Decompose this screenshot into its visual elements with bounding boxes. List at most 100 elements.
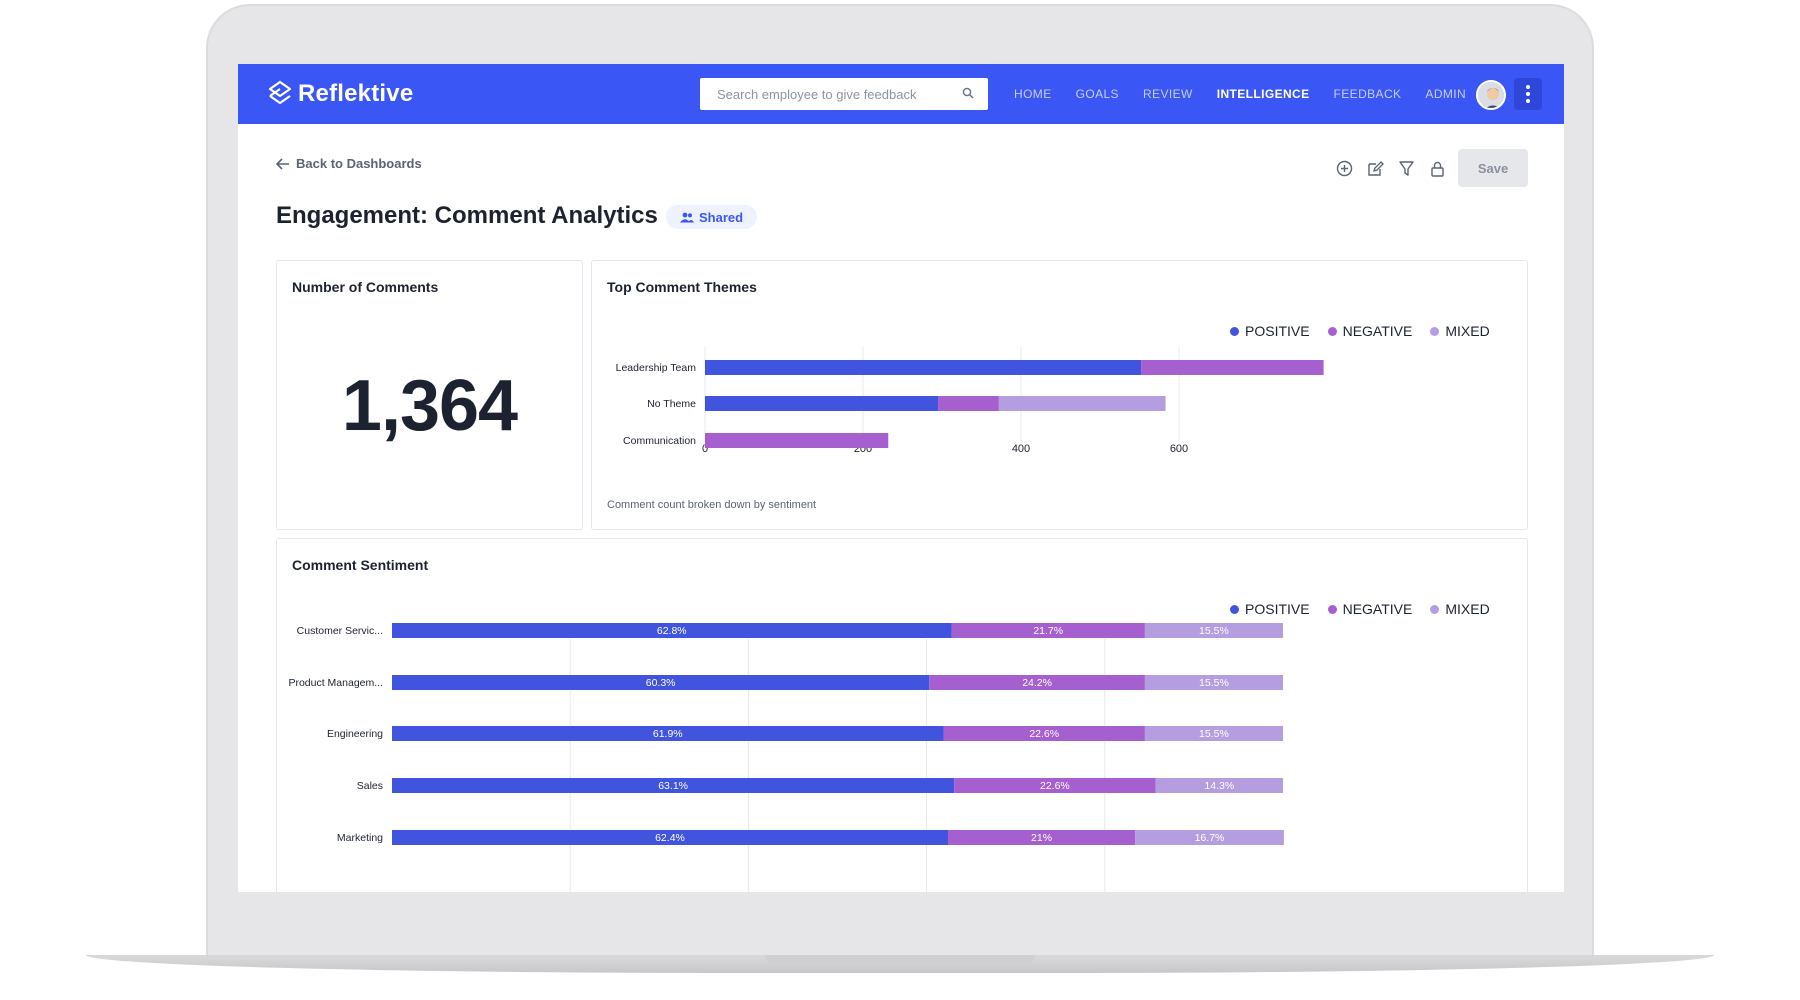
comment-sentiment-card: Comment Sentiment POSITIVE NEGATIVE MIXE… xyxy=(276,538,1528,892)
card-title: Top Comment Themes xyxy=(607,279,757,295)
data-label: 22.6% xyxy=(1040,780,1070,792)
add-circle-icon[interactable] xyxy=(1336,160,1353,177)
category-label: Communication xyxy=(623,435,696,447)
nav-feedback[interactable]: FEEDBACK xyxy=(1333,87,1402,101)
card-title: Number of Comments xyxy=(292,279,439,295)
legend-label: MIXED xyxy=(1445,323,1490,339)
bar-segment-mixed xyxy=(998,396,1166,411)
lock-icon[interactable] xyxy=(1429,160,1446,177)
data-label: 15.5% xyxy=(1199,728,1229,740)
nav-review[interactable]: REVIEW xyxy=(1142,87,1193,101)
main-nav: HOME GOALS REVIEW INTELLIGENCE FEEDBACK … xyxy=(1014,64,1490,124)
nav-admin[interactable]: ADMIN xyxy=(1425,87,1467,101)
legend-mixed[interactable]: MIXED xyxy=(1430,601,1490,617)
data-label: 63.1% xyxy=(658,780,688,792)
legend-dot xyxy=(1230,326,1239,336)
avatar-image xyxy=(1478,82,1504,108)
app-logo[interactable]: Reflektive xyxy=(268,80,413,108)
bar-segment-negative xyxy=(1141,360,1324,375)
data-label: 60.3% xyxy=(646,677,676,689)
logo-text: Reflektive xyxy=(298,80,414,107)
legend-label: POSITIVE xyxy=(1245,323,1310,339)
comment-count: 1,364 xyxy=(341,366,518,446)
bar-segment-negative xyxy=(705,433,889,448)
bar-segment-mixed xyxy=(1144,726,1283,741)
dashboard-toolbar xyxy=(1336,160,1446,177)
nav-goals[interactable]: GOALS xyxy=(1075,87,1119,101)
sentiment-bar-chart: Customer Servic... 62.8% 21.7% 15.5% Product… xyxy=(288,623,1284,892)
bar-segment-mixed xyxy=(1144,623,1283,638)
bar-segment-positive xyxy=(392,675,930,690)
search-input[interactable] xyxy=(700,78,950,110)
data-label: 62.8% xyxy=(657,625,687,637)
bar-segment-mixed xyxy=(1144,675,1283,690)
arrow-left-icon xyxy=(276,157,289,170)
search-icon[interactable] xyxy=(962,87,974,99)
nav-home[interactable]: HOME xyxy=(1014,87,1052,101)
more-menu-icon[interactable] xyxy=(1514,78,1542,110)
page-title: Engagement: Comment Analytics xyxy=(276,202,658,229)
legend-dot xyxy=(1430,604,1440,614)
nav-intelligence[interactable]: INTELLIGENCE xyxy=(1216,87,1310,101)
x-tick-label: 600 xyxy=(1170,443,1188,455)
search-box[interactable] xyxy=(700,78,988,110)
x-tick-label: 0 xyxy=(702,443,708,455)
legend-dot xyxy=(1327,604,1337,614)
laptop-base xyxy=(86,955,1714,973)
bar-segment-positive xyxy=(392,830,948,845)
category-label: No Theme xyxy=(647,398,696,410)
bar-segment-negative xyxy=(938,396,999,411)
data-label: 21% xyxy=(1031,832,1052,844)
bar-segment-negative xyxy=(943,726,1145,741)
legend-dot xyxy=(1430,326,1440,336)
category-label: Sales xyxy=(357,780,383,792)
bar-segment-negative xyxy=(954,778,1156,793)
data-label: 24.2% xyxy=(1022,677,1052,689)
legend-label: MIXED xyxy=(1445,601,1490,617)
filter-icon[interactable] xyxy=(1398,160,1415,177)
category-label: Engineering xyxy=(327,728,383,740)
legend-dot xyxy=(1327,326,1337,336)
x-tick-label: 400 xyxy=(1012,443,1030,455)
data-label: 61.9% xyxy=(653,728,683,740)
legend-positive[interactable]: POSITIVE xyxy=(1230,601,1310,617)
top-navigation-bar: Reflektive HOME GOALS REVIEW INTELLIGENC… xyxy=(238,64,1564,124)
bar-segment-mixed xyxy=(1155,778,1283,793)
bar-segment-positive xyxy=(392,623,952,638)
category-label: Product Managem... xyxy=(288,677,383,689)
data-label: 62.4% xyxy=(655,832,685,844)
legend-dot xyxy=(1230,604,1239,614)
data-label: 14.3% xyxy=(1204,780,1234,792)
chart-legend: POSITIVE NEGATIVE MIXED xyxy=(1230,323,1490,339)
back-to-dashboards-link[interactable]: Back to Dashboards xyxy=(276,156,422,171)
data-label: 21.7% xyxy=(1033,625,1063,637)
data-label: 15.5% xyxy=(1199,677,1229,689)
data-label: 22.6% xyxy=(1029,728,1059,740)
chart-note: Comment count broken down by sentiment xyxy=(607,499,817,511)
legend-label: NEGATIVE xyxy=(1342,323,1413,339)
data-label: 16.7% xyxy=(1195,832,1225,844)
number-of-comments-card: Number of Comments 1,364 xyxy=(276,260,583,530)
legend-negative[interactable]: NEGATIVE xyxy=(1327,323,1413,339)
users-icon xyxy=(680,212,694,222)
legend-label: NEGATIVE xyxy=(1342,601,1413,617)
shared-badge[interactable]: Shared xyxy=(666,205,758,229)
legend-mixed[interactable]: MIXED xyxy=(1430,323,1490,339)
bar-segment-negative xyxy=(929,675,1145,690)
logo-icon xyxy=(268,80,292,105)
category-label: Leadership Team xyxy=(616,362,697,374)
bar-segment-positive xyxy=(705,360,1142,375)
save-button[interactable]: Save xyxy=(1458,149,1528,187)
user-avatar[interactable] xyxy=(1476,80,1506,110)
edit-icon[interactable] xyxy=(1367,160,1384,177)
top-comment-themes-card: Top Comment Themes POSITIVE NEGATIVE MIX… xyxy=(591,260,1528,530)
legend-positive[interactable]: POSITIVE xyxy=(1230,323,1310,339)
legend-negative[interactable]: NEGATIVE xyxy=(1327,601,1413,617)
chart-legend: POSITIVE NEGATIVE MIXED xyxy=(1230,601,1490,617)
app-screen: Reflektive HOME GOALS REVIEW INTELLIGENC… xyxy=(238,64,1564,892)
category-label: Customer Servic... xyxy=(297,625,383,637)
bar-segment-positive xyxy=(392,778,955,793)
bar-segment-negative xyxy=(947,830,1136,845)
bar-segment-positive xyxy=(392,726,944,741)
